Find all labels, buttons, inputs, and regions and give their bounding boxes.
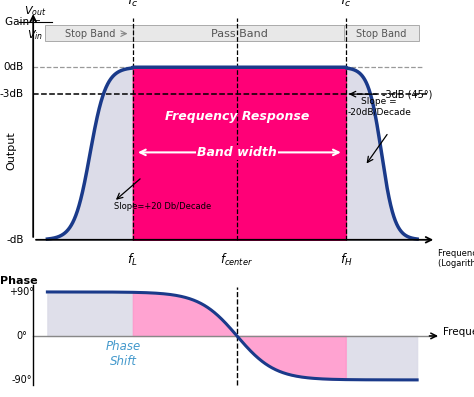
Text: Stop Band: Stop Band	[65, 29, 115, 39]
FancyBboxPatch shape	[133, 25, 346, 41]
Text: Phase
Shift: Phase Shift	[106, 341, 141, 368]
Text: Slope=+20 Db/Decade: Slope=+20 Db/Decade	[114, 202, 211, 211]
Text: $f_H$: $f_H$	[340, 252, 352, 268]
Text: Frequency Response: Frequency Response	[165, 110, 309, 123]
FancyBboxPatch shape	[344, 25, 419, 41]
Text: $f_{center}$: $f_{center}$	[220, 252, 254, 268]
FancyBboxPatch shape	[45, 25, 135, 41]
Text: -dB: -dB	[6, 235, 24, 245]
Text: +90°: +90°	[9, 287, 34, 297]
Text: $V_{in}$: $V_{in}$	[27, 28, 44, 42]
Text: -3dB: -3dB	[0, 89, 24, 99]
Text: 0dB: 0dB	[3, 62, 24, 72]
Text: Slope =
-20dB/Decade: Slope = -20dB/Decade	[347, 97, 411, 117]
Text: $f_L$: $f_L$	[128, 252, 138, 268]
Text: Gain =: Gain =	[5, 17, 41, 27]
Text: Pass Band: Pass Band	[211, 29, 268, 39]
Text: 0°: 0°	[16, 331, 27, 341]
Text: Frequency (Hz)
(Logarithmic Scale): Frequency (Hz) (Logarithmic Scale)	[438, 249, 474, 268]
Text: $f_c$: $f_c$	[340, 0, 352, 9]
Text: $V_{out}$: $V_{out}$	[24, 4, 47, 18]
Text: Band width: Band width	[197, 146, 277, 159]
Text: Stop Band: Stop Band	[356, 29, 407, 39]
Text: $f_c$: $f_c$	[127, 0, 138, 9]
Text: Frequency: Frequency	[443, 327, 474, 337]
Text: Output: Output	[7, 131, 17, 170]
Text: -3dB (45°): -3dB (45°)	[382, 89, 432, 99]
Text: -90°: -90°	[11, 375, 32, 385]
Text: Phase: Phase	[0, 276, 38, 286]
